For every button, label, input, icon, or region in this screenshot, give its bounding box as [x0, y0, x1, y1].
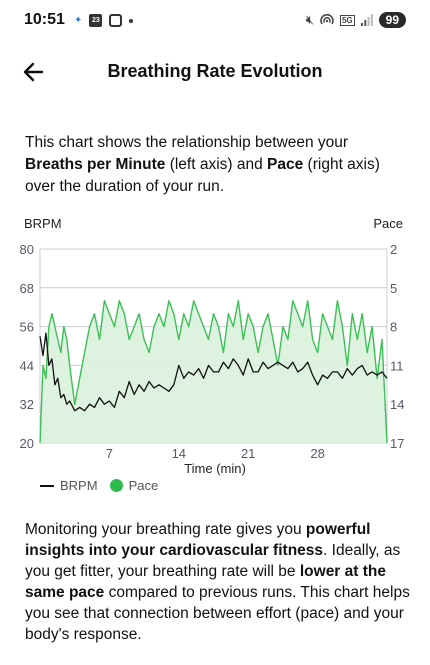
intro-bold-1: Breaths per Minute [25, 156, 166, 173]
sparkle-icon: ✦ [74, 15, 83, 26]
outro-text-1: Monitoring your breathing rate gives you [25, 521, 306, 538]
battery-indicator: 99 [378, 12, 406, 28]
status-bar: 10:51 ✦ 23 🔇︎ 5G 99 [0, 0, 430, 40]
x-tick-label: 21 [241, 446, 255, 461]
x-tick-label: 7 [106, 446, 113, 461]
right-tick-label: 14 [390, 397, 404, 412]
left-tick-label: 56 [20, 320, 34, 335]
intro-text-3: (right axis) over the duration of your r… [25, 156, 380, 195]
left-tick-label: 20 [20, 436, 34, 451]
right-tick-label: 2 [390, 242, 397, 257]
pace-series-line [39, 300, 388, 444]
app-header: Breathing Rate Evolution [0, 52, 430, 92]
screenshot-icon [109, 14, 123, 27]
more-notifications-icon [129, 18, 134, 23]
brpm-legend-label: BRPM [60, 478, 98, 493]
outro-text-3: compared to previous runs. This chart he… [25, 584, 410, 643]
brpm-legend-swatch [40, 484, 54, 487]
right-tick-label: 11 [390, 358, 404, 373]
outro-text: Monitoring your breathing rate gives you… [25, 519, 410, 645]
outro-text-2: . Ideally, as you get fitter, your breat… [25, 542, 401, 580]
chart-legend: BRPM Pace [40, 478, 158, 493]
status-right-icons: 🔇︎ 5G 99 [306, 12, 406, 28]
mute-icon: 🔇︎ [305, 12, 314, 27]
right-tick-label: 5 [390, 281, 397, 296]
left-tick-label: 32 [20, 397, 34, 412]
arrow-left-icon [23, 62, 44, 82]
x-tick-label: 14 [172, 446, 186, 461]
hotspot-icon [320, 14, 334, 25]
status-left-icons: ✦ 23 [74, 14, 134, 27]
right-axis-title: Pace [373, 216, 403, 231]
left-tick-label: 80 [20, 242, 34, 257]
outro-bold-2: lower at the same pace [25, 563, 386, 601]
right-tick-label: 17 [390, 436, 404, 451]
back-button[interactable] [20, 58, 48, 86]
intro-bold-2: Pace [267, 156, 304, 173]
pace-legend-swatch [109, 479, 123, 492]
network-type-icon: 5G [339, 14, 355, 26]
breathing-rate-chart[interactable]: BRPM Pace 80 2 68 5 56 8 44 11 32 14 20 17 7 14 21 28 Time… [0, 210, 430, 500]
signal-icon [360, 14, 373, 26]
intro-text-1: This chart shows the relationship betwee… [25, 134, 349, 151]
brpm-series-line [39, 332, 388, 412]
page-title: Breathing Rate Evolution [107, 61, 323, 81]
left-tick-label: 68 [20, 281, 34, 296]
left-tick-label: 44 [20, 358, 34, 373]
pace-legend-label: Pace [128, 478, 159, 493]
left-axis-title: BRPM [24, 216, 62, 231]
calendar-icon: 23 [89, 14, 103, 27]
intro-text: This chart shows the relationship betwee… [25, 132, 410, 198]
outro-bold-1: powerful insights into your cardiovascul… [25, 521, 371, 559]
chart-svg: BRPM Pace 80 2 68 5 56 8 44 11 32 14 20 17 7 14 21 28 Time… [20, 216, 405, 476]
status-time: 10:51 [24, 11, 65, 28]
right-tick-label: 8 [390, 320, 397, 335]
intro-text-2: (left axis) and [165, 156, 268, 173]
x-tick-label: 28 [310, 446, 324, 461]
x-axis-title: Time (min) [184, 461, 246, 476]
